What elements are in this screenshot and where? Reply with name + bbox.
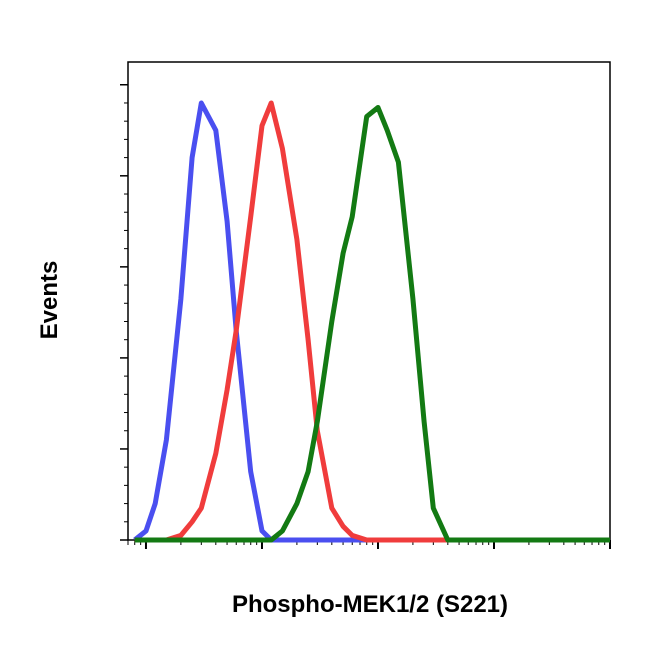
series-line	[134, 105, 610, 543]
x-axis-label: Phospho-MEK1/2 (S221)	[232, 591, 508, 618]
y-axis-label: Events	[36, 261, 63, 340]
